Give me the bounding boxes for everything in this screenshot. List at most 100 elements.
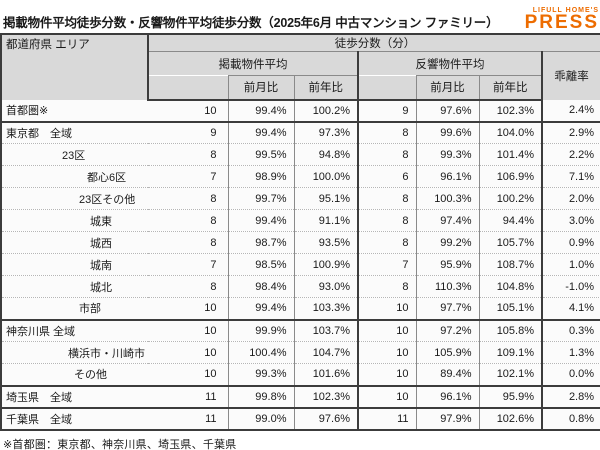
header-row-3: 前月比 前年比 前月比 前年比 — [1, 75, 600, 101]
divergence-cell: 2.8% — [540, 385, 600, 409]
listed-avg-cell: 10 — [148, 319, 228, 342]
walk-minutes-group-header: 徒歩分数（分） — [148, 34, 600, 52]
listed-yoy-cell: 100.9% — [293, 253, 358, 276]
listed-yoy-cell: 91.1% — [293, 209, 358, 232]
response-mom-cell: 96.1% — [415, 165, 479, 188]
divergence-cell: 3.0% — [540, 209, 600, 232]
walk-minutes-table: 都道府県 エリア 徒歩分数（分） 掲載物件平均 反響物件平均 乖離率 前月比 前… — [0, 33, 600, 431]
logo-press-text: PRESS — [524, 11, 599, 33]
logo-lifull-homes-text: LIFULL HOME'S — [532, 6, 599, 14]
divergence-cell: 0.0% — [540, 363, 600, 387]
listed-avg-cell: 8 — [148, 209, 228, 232]
response-mom-cell: 97.9% — [415, 407, 479, 430]
listed-avg-spacer — [148, 75, 228, 101]
listed-avg-cell: 9 — [148, 121, 228, 144]
response-avg-cell: 10 — [357, 341, 416, 364]
table-row: 都心6区 7 98.9% 100.0% 6 96.1% 106.9% 7.1% — [1, 165, 600, 188]
divergence-column-header: 乖離率 — [540, 51, 600, 100]
listed-mom-cell: 99.4% — [227, 209, 294, 232]
area-cell: 横浜市・川崎市 — [1, 341, 148, 364]
listed-mom-cell: 99.5% — [227, 143, 294, 166]
response-yoy-cell: 104.8% — [478, 275, 542, 298]
listed-yoy-cell: 97.3% — [293, 121, 358, 144]
table-row: 城西 8 98.7% 93.5% 8 99.2% 105.7% 0.9% — [1, 231, 600, 254]
table-row: 城北 8 98.4% 93.0% 8 110.3% 104.8% -1.0% — [1, 275, 600, 298]
listed-yoy-cell: 95.1% — [293, 187, 358, 210]
lifull-homes-press-logo: LIFULL HOME'S PRESS — [524, 6, 599, 33]
response-mom-cell: 99.3% — [415, 143, 479, 166]
listed-avg-cell: 8 — [148, 143, 228, 166]
area-cell: 23区 — [1, 143, 148, 166]
table-row: 城南 7 98.5% 100.9% 7 95.9% 108.7% 1.0% — [1, 253, 600, 276]
response-mom-cell: 97.4% — [415, 209, 479, 232]
report-title: 掲載物件平均徒歩分数・反響物件平均徒歩分数（2025年6月 中古マンション ファ… — [3, 16, 499, 30]
table-row: 市部 10 99.4% 103.3% 10 97.7% 105.1% 4.1% — [1, 297, 600, 321]
area-cell: 23区その他 — [1, 187, 148, 210]
area-cell: 埼玉県 全域 — [1, 385, 148, 409]
listed-yoy-cell: 104.7% — [293, 341, 358, 364]
response-yoy-cell: 100.2% — [478, 187, 542, 210]
listed-yoy-cell: 100.0% — [293, 165, 358, 188]
response-yoy-cell: 105.1% — [478, 297, 542, 321]
listed-avg-cell: 8 — [148, 187, 228, 210]
listed-mom-cell: 99.3% — [227, 363, 294, 387]
listed-mom-cell: 99.9% — [227, 319, 294, 342]
area-cell: 千葉県 全域 — [1, 407, 148, 430]
response-avg-cell: 10 — [357, 363, 416, 387]
area-cell: 城南 — [1, 253, 148, 276]
divergence-cell: 1.3% — [540, 341, 600, 364]
header-row-1: 都道府県 エリア 徒歩分数（分） — [1, 34, 600, 100]
divergence-cell: 2.2% — [540, 143, 600, 166]
listed-mom-cell: 98.7% — [227, 231, 294, 254]
listed-yoy-cell: 100.2% — [293, 99, 358, 123]
listed-mom-cell: 99.7% — [227, 187, 294, 210]
divergence-cell: 4.1% — [540, 297, 600, 321]
response-yoy-header: 前年比 — [478, 75, 542, 101]
response-yoy-cell: 106.9% — [478, 165, 542, 188]
response-group-header: 反響物件平均 — [358, 51, 542, 76]
divergence-cell: 0.8% — [540, 407, 600, 430]
listed-yoy-cell: 97.6% — [293, 407, 358, 430]
footnote: ※首都圏：東京都、神奈川県、埼玉県、千葉県 — [3, 438, 237, 450]
table-row: その他 10 99.3% 101.6% 10 89.4% 102.1% 0.0% — [1, 363, 600, 387]
response-mom-cell: 95.9% — [415, 253, 479, 276]
area-cell: 城東 — [1, 209, 148, 232]
response-yoy-cell: 95.9% — [478, 385, 542, 409]
listed-avg-cell: 10 — [148, 99, 228, 123]
listed-group-header: 掲載物件平均 — [148, 51, 359, 76]
response-mom-header: 前月比 — [415, 75, 479, 101]
response-mom-cell: 99.6% — [415, 121, 479, 144]
area-cell: 神奈川県 全域 — [1, 319, 148, 342]
listed-avg-cell: 10 — [148, 341, 228, 364]
divergence-cell: 2.4% — [540, 99, 600, 123]
listed-avg-cell: 10 — [148, 297, 228, 321]
listed-yoy-cell: 93.0% — [293, 275, 358, 298]
table-header: 都道府県 エリア 徒歩分数（分） 掲載物件平均 反響物件平均 乖離率 前月比 前… — [1, 34, 600, 101]
area-column-header: 都道府県 エリア — [1, 34, 149, 100]
response-mom-cell: 96.1% — [415, 385, 479, 409]
header-row-2: 掲載物件平均 反響物件平均 乖離率 — [1, 51, 600, 100]
listed-avg-cell: 8 — [148, 231, 228, 254]
response-yoy-cell: 108.7% — [478, 253, 542, 276]
listed-avg-cell: 10 — [148, 363, 228, 387]
area-cell: 都心6区 — [1, 165, 148, 188]
listed-mom-cell: 99.8% — [227, 385, 294, 409]
listed-mom-cell: 98.4% — [227, 275, 294, 298]
table-row: 埼玉県 全域 11 99.8% 102.3% 10 96.1% 95.9% 2.8% — [1, 385, 600, 409]
response-avg-cell: 10 — [357, 297, 416, 321]
divergence-cell: 7.1% — [540, 165, 600, 188]
table-body: 首都圏※ 10 99.4% 100.2% 9 97.6% 102.3% 2.4% 東京都 全域 9… — [1, 99, 600, 430]
response-avg-spacer — [358, 75, 416, 101]
listed-mom-cell: 100.4% — [227, 341, 294, 364]
listed-mom-cell: 98.5% — [227, 253, 294, 276]
table-row: 東京都 全域 9 99.4% 97.3% 8 99.6% 104.0% 2.9% — [1, 121, 600, 144]
listed-avg-cell: 8 — [148, 275, 228, 298]
response-mom-cell: 100.3% — [415, 187, 479, 210]
listed-mom-cell: 99.4% — [227, 121, 294, 144]
area-cell: 城北 — [1, 275, 148, 298]
response-mom-cell: 97.2% — [415, 319, 479, 342]
top-bar: 掲載物件平均徒歩分数・反響物件平均徒歩分数（2025年6月 中古マンション ファ… — [0, 0, 600, 33]
response-avg-cell: 8 — [357, 231, 416, 254]
response-yoy-cell: 102.6% — [478, 407, 542, 430]
